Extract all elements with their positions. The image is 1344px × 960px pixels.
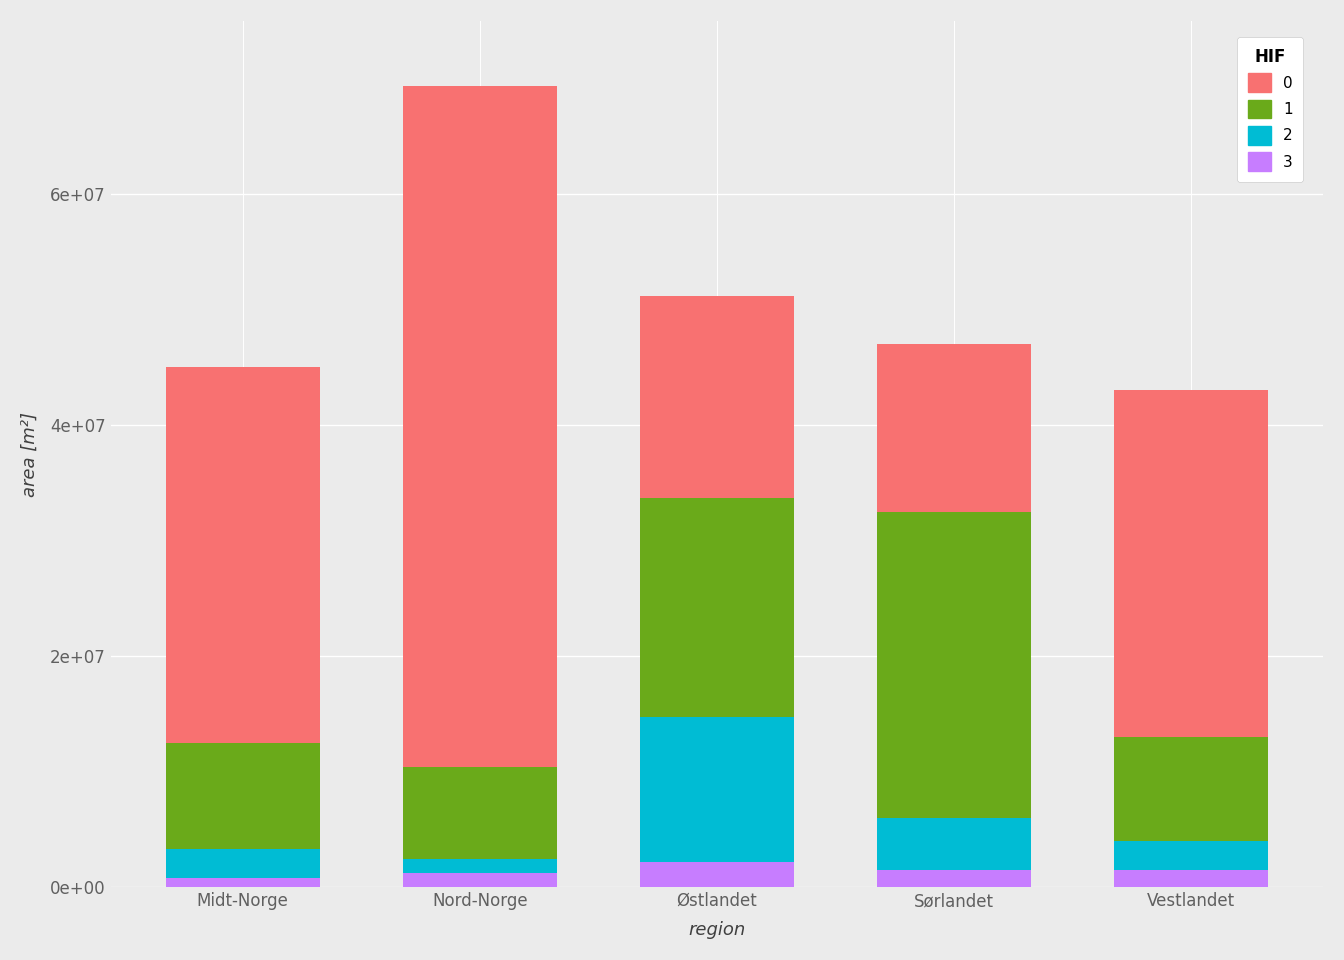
Bar <box>876 512 1031 818</box>
Y-axis label: area [m²]: area [m²] <box>22 412 39 496</box>
Bar <box>1114 870 1267 887</box>
Bar <box>876 345 1031 512</box>
Bar <box>1114 841 1267 870</box>
Bar <box>165 878 320 887</box>
Bar <box>165 743 320 849</box>
Bar <box>403 767 556 859</box>
X-axis label: region: region <box>688 922 746 939</box>
Bar <box>165 368 320 743</box>
Bar <box>165 849 320 878</box>
Bar <box>876 870 1031 887</box>
Bar <box>640 717 794 862</box>
Bar <box>403 874 556 887</box>
Bar <box>1114 737 1267 841</box>
Bar <box>876 818 1031 870</box>
Bar <box>640 498 794 717</box>
Bar <box>1114 391 1267 737</box>
Legend: 0, 1, 2, 3: 0, 1, 2, 3 <box>1236 37 1304 181</box>
Bar <box>640 296 794 498</box>
Bar <box>403 859 556 874</box>
Bar <box>403 85 556 767</box>
Bar <box>640 862 794 887</box>
